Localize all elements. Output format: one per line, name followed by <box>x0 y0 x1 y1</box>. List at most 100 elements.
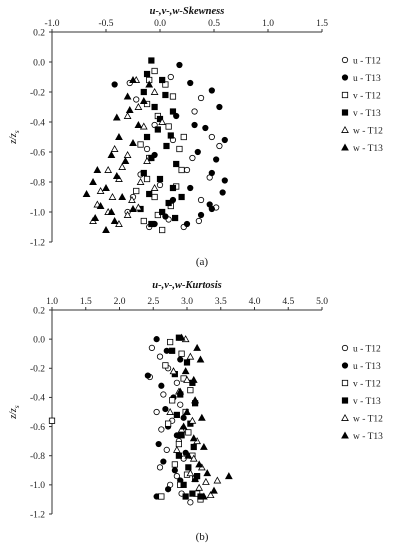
y-tick-label: -0.2 <box>30 88 45 98</box>
data-point <box>129 204 137 212</box>
data-point <box>91 213 100 221</box>
data-point <box>187 184 194 192</box>
data-point <box>190 443 197 451</box>
data-point <box>191 121 198 129</box>
y-axis-label: z/zs <box>8 405 21 420</box>
data-point <box>145 80 154 88</box>
legend-entry: v - T13 <box>353 109 381 119</box>
data-point <box>189 434 198 442</box>
data-point <box>159 76 166 84</box>
data-point <box>208 205 215 213</box>
data-point <box>196 355 205 363</box>
data-point <box>151 103 158 111</box>
x-tick-label: 4.5 <box>282 297 294 307</box>
y-tick-label: -1.0 <box>30 481 45 491</box>
legend-entry: v - T12 <box>353 91 381 101</box>
x-tick-label: 3.0 <box>181 297 193 307</box>
data-point <box>197 211 205 219</box>
data-point <box>187 499 194 506</box>
data-point <box>159 208 166 216</box>
data-point <box>148 344 155 351</box>
data-point <box>108 192 117 200</box>
x-tick-label: 2.0 <box>114 297 126 307</box>
data-point <box>143 175 151 183</box>
data-point <box>189 375 198 383</box>
data-point <box>134 120 143 128</box>
data-point <box>133 96 140 103</box>
data-point <box>158 493 165 500</box>
data-point <box>175 452 182 459</box>
data-point <box>118 192 127 200</box>
data-point <box>178 166 185 174</box>
data-point <box>151 193 158 201</box>
data-point <box>177 333 186 341</box>
data-point <box>143 133 151 141</box>
legend-marker <box>341 413 349 421</box>
data-point <box>167 338 174 346</box>
y-tick-label: -0.2 <box>30 365 45 375</box>
data-point <box>146 190 153 198</box>
data-point <box>48 417 56 424</box>
data-point <box>163 446 170 453</box>
data-point <box>102 225 110 233</box>
data-point <box>178 350 185 357</box>
data-point <box>167 73 174 81</box>
data-point <box>176 387 185 395</box>
data-point <box>140 217 147 225</box>
data-point <box>158 117 167 125</box>
data-point <box>93 165 102 173</box>
data-point <box>199 442 208 450</box>
data-point <box>176 145 183 153</box>
data-point <box>187 79 194 87</box>
data-point <box>178 193 185 201</box>
y-tick-label: -0.4 <box>30 118 45 128</box>
data-point <box>193 343 202 351</box>
data-point <box>136 177 145 185</box>
data-point <box>129 75 137 83</box>
data-point <box>143 145 151 153</box>
data-point <box>180 133 187 141</box>
chart-panel-1: u-,v-,w-Kurtosis 1.0 1.5 2.0 2.5 3.0 3.5 4.0 4.5… <box>8 280 383 543</box>
series-w-t13 <box>82 75 154 233</box>
legend-marker <box>341 344 349 352</box>
data-point <box>137 141 144 148</box>
data-point <box>208 87 215 94</box>
x-tick-label: 1.0 <box>46 297 58 307</box>
series-u-t12 <box>146 344 194 506</box>
data-point <box>216 103 223 111</box>
data-point <box>169 347 176 354</box>
data-point <box>183 407 191 415</box>
data-point <box>148 154 155 162</box>
legend-marker <box>341 91 349 99</box>
data-point <box>199 492 208 500</box>
data-point <box>111 81 118 88</box>
data-point <box>143 100 151 108</box>
data-point <box>171 461 178 468</box>
data-point <box>143 70 151 78</box>
data-point <box>188 416 197 424</box>
data-point <box>123 111 132 119</box>
y-tick-label: -1.2 <box>30 238 45 248</box>
data-point <box>153 408 160 416</box>
data-point <box>121 156 130 164</box>
legend-entry: w - T13 <box>353 144 383 154</box>
y-tick-label: -0.8 <box>30 452 45 462</box>
x-tick-label: 1.0 <box>262 19 274 29</box>
data-point <box>184 451 193 459</box>
data-point <box>163 142 170 150</box>
data-point <box>107 150 116 158</box>
data-point <box>172 214 179 222</box>
data-point <box>173 411 180 419</box>
data-point <box>166 407 175 415</box>
legend-entry: u - T13 <box>353 362 381 372</box>
data-point <box>194 148 201 156</box>
x-tick-label: 0.0 <box>154 19 166 29</box>
data-point <box>123 150 132 158</box>
data-point <box>162 213 169 220</box>
data-point <box>210 486 218 494</box>
legend-marker <box>341 397 349 404</box>
data-point <box>216 142 223 150</box>
legend-entry: u - T12 <box>353 344 381 354</box>
data-point <box>191 396 199 404</box>
data-point <box>180 481 187 488</box>
